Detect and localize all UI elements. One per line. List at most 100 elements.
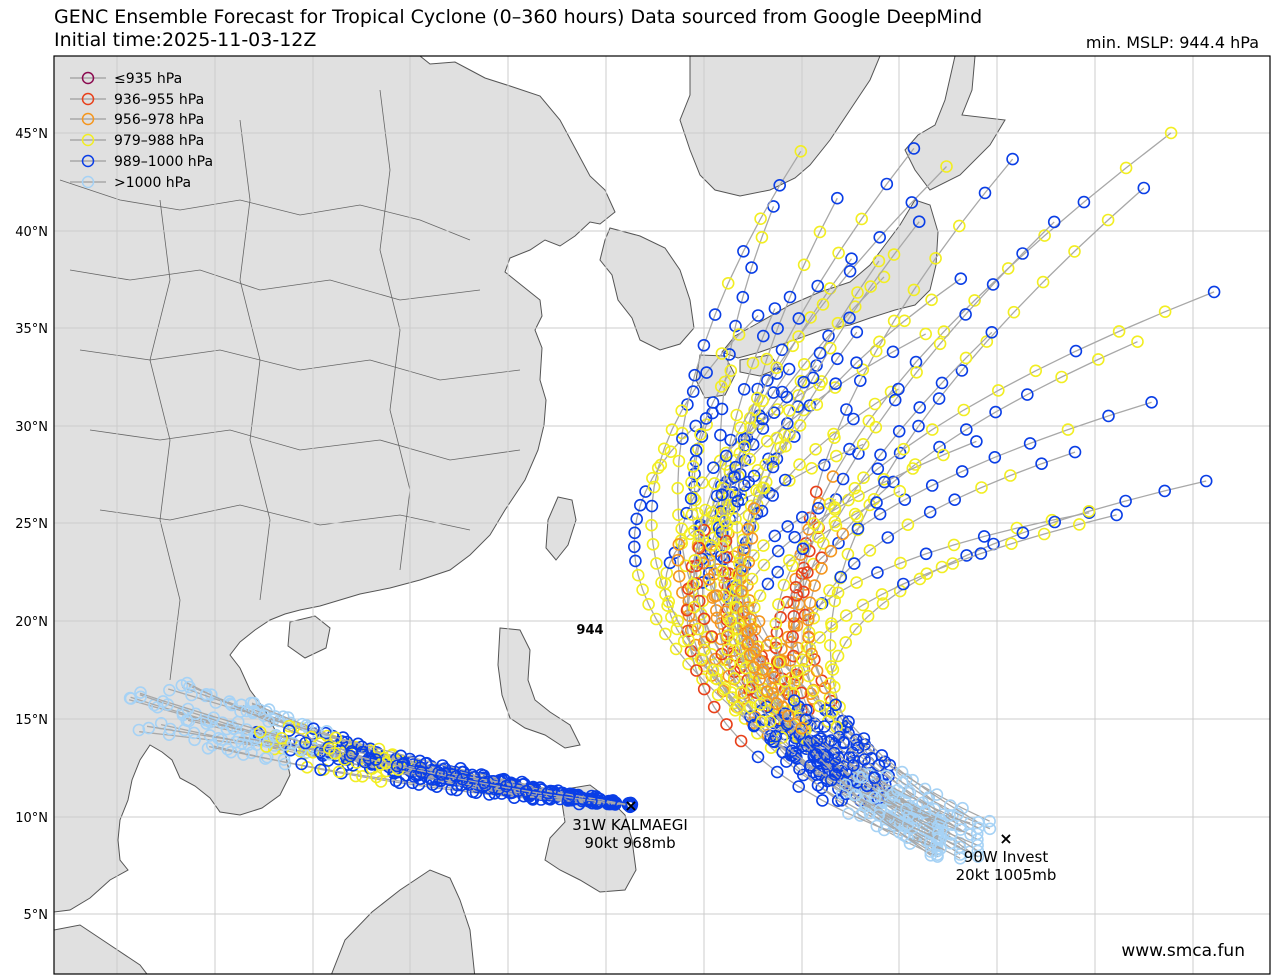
track-point [953,848,967,861]
legend-label: 979–988 hPa [114,133,204,149]
track-point [788,699,802,713]
track-point [708,477,721,490]
track-point [708,308,722,321]
track-point [743,700,757,714]
track-point [541,792,555,805]
track-point [873,231,887,244]
track-point [1037,527,1051,541]
legend-label: ≤935 hPa [114,71,182,87]
track-point [742,555,756,569]
track-point [1119,161,1133,175]
track-point [781,520,795,533]
track-point [714,428,727,442]
track-point [759,458,773,472]
track-point [959,423,973,436]
track-point [857,732,871,745]
track-point [825,620,839,633]
track-point [625,799,638,813]
track-point [856,770,869,784]
track-point [873,507,887,521]
track-point [864,280,878,293]
track-point [636,583,649,597]
track-point [816,794,829,807]
track-point [804,687,818,701]
track-point [773,179,787,192]
track-point [771,544,785,558]
track-point [369,753,383,766]
track-point [163,683,176,697]
track-point [793,727,807,741]
track-point [806,684,820,698]
legend-item: 989–1000 hPa [70,154,213,170]
storm-name: 31W KALMAEGI [572,816,688,834]
track-point [797,258,811,272]
track-point [847,758,860,772]
track-point [232,731,246,745]
track-point [741,522,755,536]
track-point [761,577,775,591]
track-point [541,786,555,800]
track-point [795,721,808,735]
track-point [856,363,870,377]
track-point [831,316,845,330]
track-point [736,290,750,304]
track-point [694,428,707,441]
track-point [856,437,870,451]
legend-item: ≤935 hPa [70,71,182,87]
track-point [857,471,870,485]
track-point [737,245,750,258]
track-point [435,768,448,781]
legend-label: 989–1000 hPa [114,154,213,170]
track-point [697,338,711,352]
track-point [715,347,729,360]
track-point [731,494,745,508]
track-line [740,278,962,856]
legend-label: >1000 hPa [114,175,191,191]
track-point [686,385,700,398]
track-point [898,314,911,328]
track-point [585,794,598,808]
track-point [739,661,752,675]
track-point [932,392,946,405]
land-taiwan [545,496,577,561]
track-point [968,294,981,307]
track-point [744,710,757,724]
track-point [187,726,201,740]
track-point [920,567,934,581]
track-point [705,630,719,643]
track-point [756,422,770,435]
track-point [743,452,756,466]
track-point [1036,275,1050,289]
track-point [836,472,850,486]
track-point [760,685,774,698]
track-point [697,612,711,626]
track-point [770,431,784,445]
track-point [756,481,769,495]
track-point [180,676,194,690]
track-point [737,543,751,557]
track-point [1207,285,1221,299]
track-point [686,577,700,591]
track-point [779,439,792,453]
track-point [925,293,938,307]
track-point [1102,409,1115,423]
track-point [875,749,889,762]
track-point [723,657,737,671]
track-line [692,166,947,821]
track-point [796,542,810,556]
track-point [782,554,796,567]
lat-label: 40°N [15,225,48,240]
track-point [743,683,756,696]
track-point [477,776,491,790]
track-point [735,564,748,577]
track-point [841,547,855,561]
track-point [781,709,795,723]
track-point [847,557,861,570]
track-point [895,765,909,779]
track-point [843,264,857,278]
track-point [736,533,750,547]
track-point [737,432,751,446]
track-point [902,808,916,822]
track-point [657,442,671,456]
track-point [1068,445,1082,459]
